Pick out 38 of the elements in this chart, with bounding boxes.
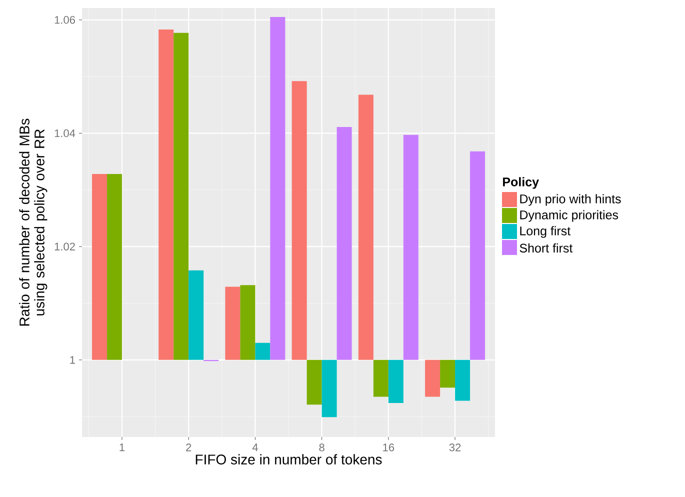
legend-label: Dyn prio with hints (520, 194, 621, 206)
bar (440, 360, 456, 388)
bar (455, 360, 470, 401)
y-tick-label: 1.02 (54, 242, 75, 250)
bar (255, 342, 270, 360)
y-tick-label: 1 (70, 356, 75, 364)
x-tick-label: 32 (449, 444, 461, 452)
legend-label: Short first (520, 243, 573, 253)
x-tick-label: 16 (383, 444, 394, 452)
legend-label: Long first (520, 226, 571, 238)
y-axis-title: Ratio of number of decoded MBs using selected policy over RR (19, 118, 48, 326)
legend-label: Dynamic priorities (520, 210, 618, 222)
x-tick-label: 1 (120, 444, 124, 452)
y-tick-label: 1.06 (54, 16, 75, 24)
bar (188, 270, 204, 360)
bar (425, 360, 440, 397)
bar (92, 174, 107, 360)
x-tick-label: 8 (319, 444, 324, 452)
bar (388, 360, 404, 403)
bar (292, 81, 307, 360)
bar (225, 286, 240, 360)
bar (358, 94, 374, 360)
bar (158, 30, 174, 360)
bar (306, 360, 322, 405)
bar (240, 285, 256, 360)
bar (403, 134, 418, 360)
legend-title: Policy (503, 177, 539, 189)
x-tick-label: 2 (186, 444, 192, 452)
x-tick-label: 4 (252, 444, 258, 452)
y-tick-label: 1.04 (54, 129, 76, 138)
x-axis-title: FIFO size in number of tokens (196, 454, 382, 464)
bar (470, 151, 486, 360)
bar (322, 360, 337, 418)
bar (373, 360, 388, 397)
bar (106, 174, 122, 360)
bar (270, 17, 286, 360)
bar (174, 32, 189, 360)
bar (336, 127, 352, 360)
